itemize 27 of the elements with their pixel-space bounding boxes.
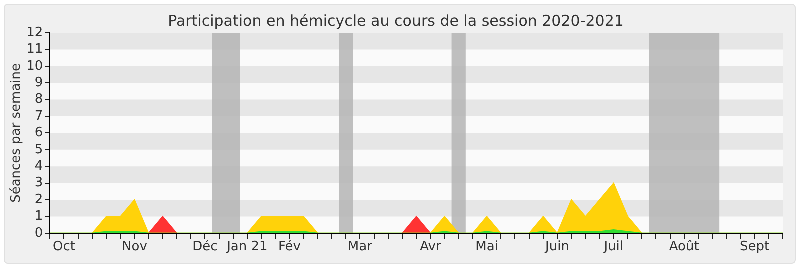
- x-tick-label: Mar: [348, 240, 374, 255]
- x-tick-label: Jan 21: [226, 240, 268, 255]
- x-tick-label: Fév: [278, 240, 302, 255]
- x-tick-label: Sept: [740, 240, 770, 255]
- y-tick-label: 10: [26, 58, 44, 74]
- chart-title: Participation en hémicycle au cours de la session 2020-2021: [168, 12, 624, 30]
- x-tick-label: Déc: [192, 240, 218, 255]
- y-tick-label: 12: [26, 25, 44, 40]
- x-tick-label: Nov: [122, 240, 148, 255]
- y-tick-label: 3: [34, 176, 44, 191]
- y-tick-label: 8: [34, 92, 44, 108]
- y-axis-title: Séances par semaine: [9, 63, 24, 203]
- y-tick-label: 9: [34, 75, 44, 90]
- y-tick-label: 4: [34, 158, 44, 174]
- x-tick-label: Oct: [52, 240, 76, 255]
- x-tick-label: Avr: [420, 240, 442, 255]
- y-tick-label: 0: [34, 226, 44, 241]
- y-tick-label: 2: [34, 192, 44, 208]
- x-tick-label: Juin: [544, 240, 570, 255]
- y-tick-label: 5: [34, 142, 44, 158]
- x-tick-label: Août: [669, 240, 700, 255]
- y-tick-label: 1: [34, 209, 44, 224]
- y-tick-label: 7: [34, 108, 44, 124]
- y-tick-label: 6: [34, 126, 44, 141]
- x-tick-label: Mai: [476, 240, 498, 255]
- y-tick-label: 11: [26, 42, 44, 58]
- x-tick-label: Juil: [603, 240, 624, 255]
